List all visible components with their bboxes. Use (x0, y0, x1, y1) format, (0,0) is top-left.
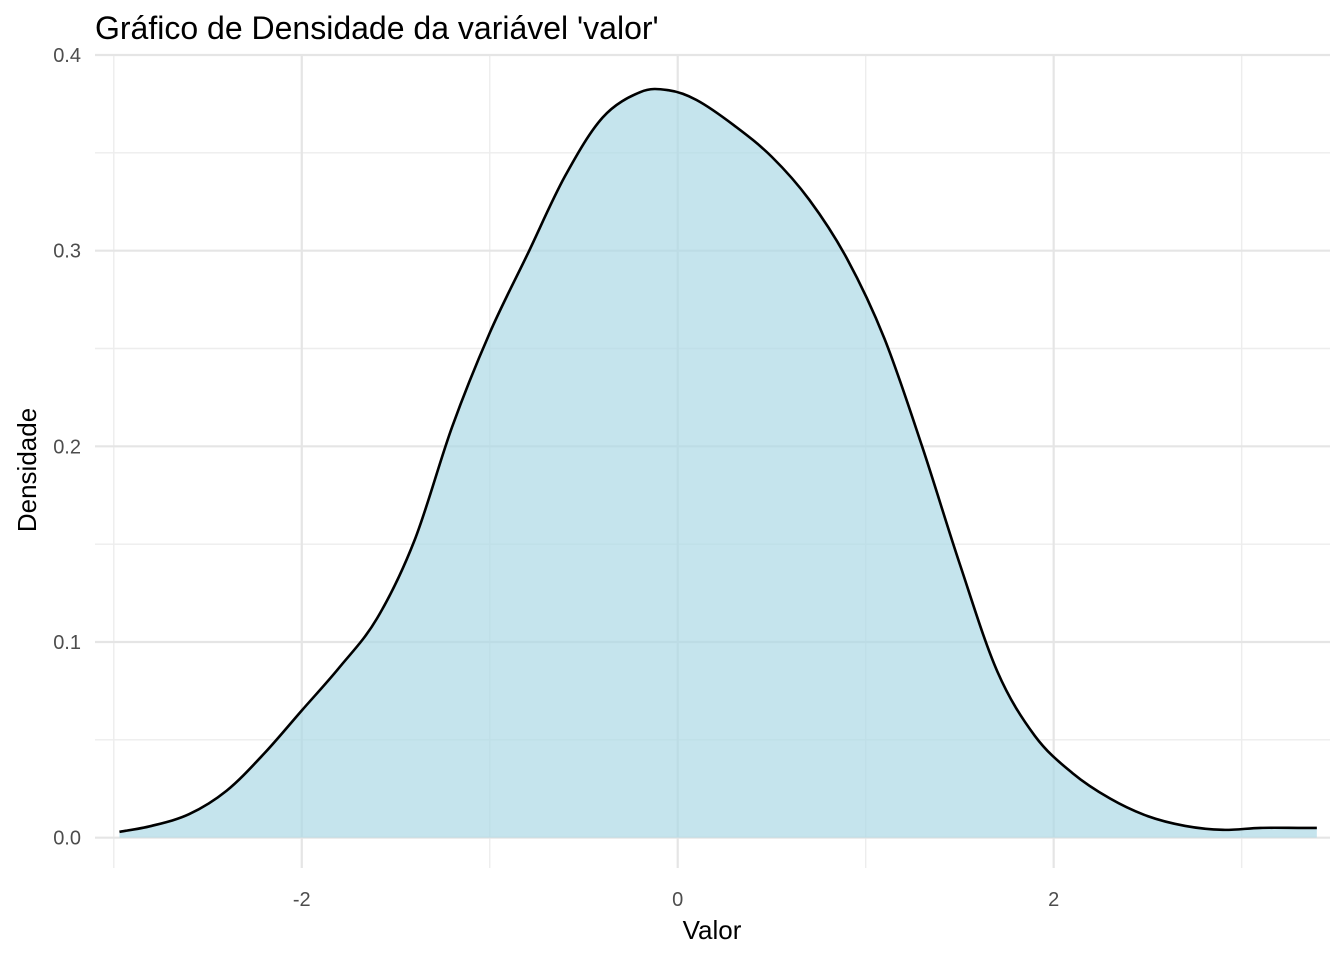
density-line (119, 87, 1317, 834)
tick-labels: 0.0 0.1 0.2 0.3 0.4 -2 0 2 (53, 45, 1059, 911)
density-area (119, 88, 1317, 838)
x-tick-label: 2 (1048, 889, 1059, 911)
y-axis-title: Densidade (12, 408, 42, 532)
x-axis-title: Valor (683, 915, 742, 945)
x-tick-label: 0 (672, 889, 683, 911)
x-tick-label: -2 (293, 889, 311, 911)
y-tick-label: 0.2 (53, 436, 81, 458)
y-tick-label: 0.1 (53, 632, 81, 654)
y-tick-label: 0.3 (53, 241, 81, 263)
y-tick-label: 0.4 (53, 45, 81, 67)
y-tick-label: 0.0 (53, 828, 81, 850)
chart-title: Gráfico de Densidade da variável 'valor' (95, 10, 659, 46)
